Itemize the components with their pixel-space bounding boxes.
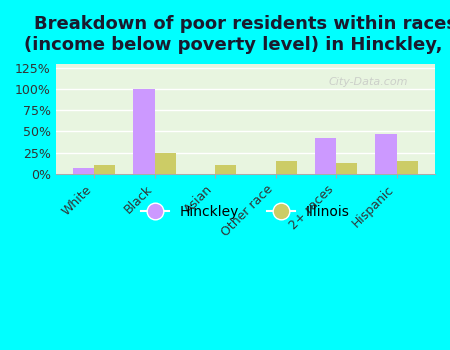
- Bar: [375, 134, 396, 174]
- Bar: [396, 161, 418, 174]
- Bar: [94, 165, 115, 174]
- Title: Breakdown of poor residents within races
(income below poverty level) in Hinckle: Breakdown of poor residents within races…: [24, 15, 450, 54]
- Bar: [315, 138, 336, 174]
- Bar: [215, 165, 236, 174]
- Bar: [134, 89, 155, 174]
- Bar: [155, 153, 176, 174]
- Bar: [73, 168, 94, 174]
- Bar: [275, 161, 297, 174]
- Text: City-Data.com: City-Data.com: [329, 77, 408, 87]
- Bar: [336, 163, 357, 174]
- Legend: Hinckley, Illinois: Hinckley, Illinois: [135, 199, 356, 224]
